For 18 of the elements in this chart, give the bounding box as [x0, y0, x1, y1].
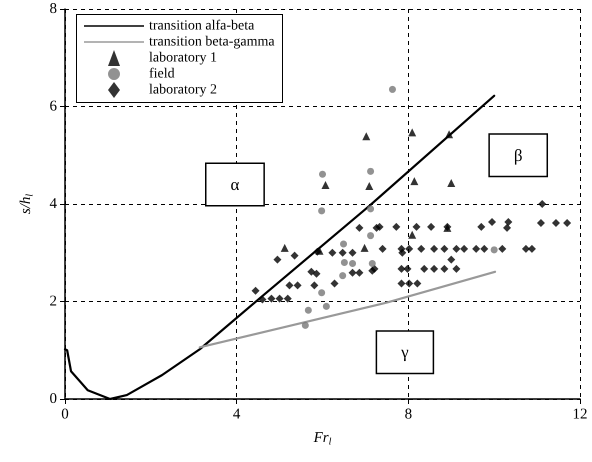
legend-label: laboratory 2 [149, 82, 218, 98]
annotation: β [514, 146, 523, 165]
x-tick-label: 0 [61, 406, 69, 422]
y-tick-label: 6 [50, 98, 58, 114]
legend-label: transition alfa-beta [149, 18, 256, 34]
y-axis-title: s/hl [18, 194, 36, 214]
y-tick-label: 2 [50, 294, 57, 310]
annotation: γ [400, 342, 410, 362]
legend-label: laboratory 1 [149, 50, 218, 66]
x-tick-label: 8 [404, 406, 412, 422]
y-tick-label: 0 [50, 391, 57, 407]
y-tick-label: 8 [50, 1, 57, 17]
legend-label: transition beta-gamma [149, 34, 276, 50]
x-tick-label: 12 [572, 406, 588, 422]
x-tick-label: 4 [232, 406, 241, 422]
annotation: α [230, 175, 240, 194]
y-tick-label: 4 [50, 196, 58, 212]
legend-label: field [149, 66, 175, 82]
